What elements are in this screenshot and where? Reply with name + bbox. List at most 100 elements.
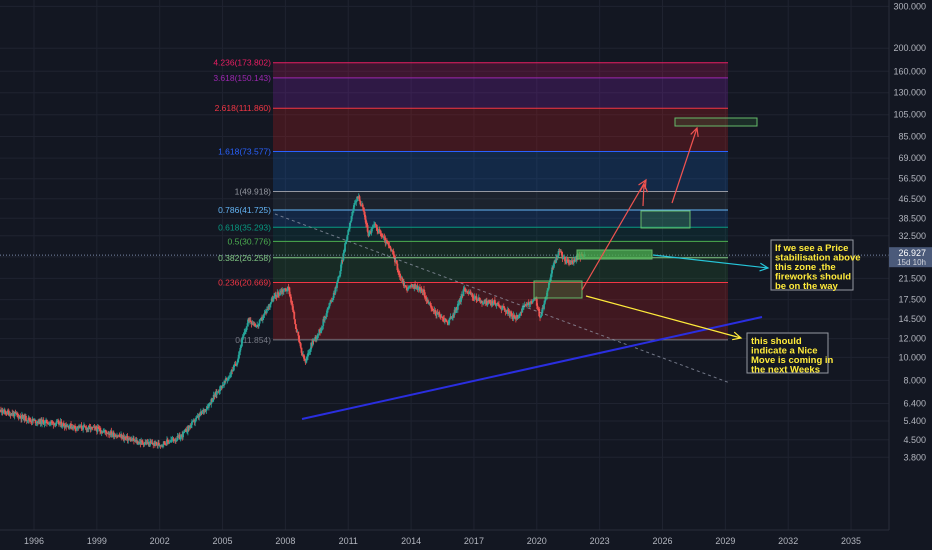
candle-body [149, 441, 151, 446]
candle-body [45, 419, 48, 424]
candle-body [390, 248, 392, 251]
candle-body [29, 420, 32, 422]
price-tick-label: 6.400 [903, 398, 926, 408]
candle-body [411, 284, 413, 288]
candle-body [349, 221, 352, 223]
fib-levels: 0(11.854) 0.236(20.669) 0.382(26.258) 0.5(3… [213, 58, 728, 345]
candle-body [519, 311, 522, 314]
candle-body [140, 440, 143, 444]
candle-body [402, 281, 405, 287]
candle-body [397, 270, 400, 273]
candle-body [557, 251, 560, 257]
annotation-line: be on the way [775, 281, 839, 292]
candle-body [239, 347, 242, 352]
candle-body [250, 322, 253, 324]
candle-body [448, 317, 451, 320]
candle-body [502, 306, 505, 308]
candle-body [378, 229, 381, 231]
candle-body [316, 334, 319, 338]
year-tick-label: 2029 [715, 536, 735, 546]
candle-body [300, 347, 303, 353]
candle-body [547, 282, 550, 289]
candle-body [510, 312, 513, 316]
annotation-line: this should [751, 336, 802, 347]
candle-body [492, 303, 495, 305]
candle-body [430, 305, 433, 309]
candle-body [434, 309, 437, 314]
candle-body [469, 291, 472, 295]
candle-body [195, 417, 197, 421]
candle-body [16, 413, 18, 415]
candle-body [207, 403, 210, 408]
candle-body [223, 381, 226, 386]
candle-body [306, 356, 309, 359]
candle-body [452, 314, 455, 316]
candle-body [359, 200, 362, 205]
fib-zone-0.236 [273, 257, 728, 283]
fib-zones [273, 62, 728, 340]
candle-body [101, 432, 104, 434]
candle-body [191, 420, 194, 422]
candle-body [230, 370, 233, 375]
price-tick-label: 10.000 [898, 352, 926, 362]
annotation-line: Move is coming in [751, 355, 834, 366]
candle-body [457, 302, 460, 304]
candle-body [68, 426, 71, 429]
candle-body [356, 196, 359, 201]
candle-body [408, 286, 411, 287]
candle-body [340, 264, 342, 272]
candle-body [541, 307, 544, 313]
candle-body [488, 300, 491, 303]
up-arrow-2 [639, 182, 649, 207]
candle-body [198, 414, 201, 418]
fib-label-0.618: 0.618(35.293) [218, 222, 271, 232]
year-tick-label: 1999 [87, 536, 107, 546]
candle-body [241, 336, 244, 341]
candle-body [143, 443, 146, 446]
candle-body [257, 323, 260, 327]
candle-body [375, 224, 378, 228]
price-tick-label: 5.400 [903, 416, 926, 426]
candle-body [216, 391, 218, 395]
candle-body [355, 200, 358, 203]
candle-body [442, 317, 445, 319]
candle-body [344, 243, 346, 252]
fib-label-0.5: 0.5(30.776) [228, 236, 272, 246]
price-tick-label: 46.500 [898, 194, 926, 204]
candle-body [548, 281, 551, 283]
candle-body [269, 302, 272, 305]
candle-body [187, 426, 189, 432]
candle-body [135, 439, 138, 443]
candle-body [389, 245, 392, 249]
candle-body [341, 260, 344, 261]
candle-body [151, 442, 154, 445]
price-tick-label: 105.000 [893, 110, 926, 120]
candle-body [328, 306, 330, 308]
candle-body [371, 227, 374, 229]
candle-body [305, 358, 308, 363]
candle-body [516, 314, 519, 319]
price-axis-labels: 300.000 200.000 160.000 130.000 105.000 85.00… [893, 1, 926, 462]
candle-body [414, 284, 417, 289]
candle-body [14, 411, 17, 414]
candle-body [261, 317, 264, 320]
candle-body [420, 288, 423, 291]
candle-body [547, 288, 549, 291]
candle-body [562, 256, 565, 260]
candle-body [513, 315, 516, 318]
fib-zone-0.5 [273, 227, 728, 242]
candle-body [99, 428, 101, 431]
candle-body [446, 321, 449, 323]
candle-body [368, 231, 371, 237]
candle-body [8, 412, 10, 416]
candle-body [75, 427, 78, 430]
candle-body [19, 415, 22, 418]
candle-body [332, 297, 334, 301]
candle-body [452, 314, 454, 317]
time-axis[interactable] [0, 530, 889, 550]
candle-body [126, 436, 129, 441]
candle-body [564, 256, 566, 262]
candle-body [308, 351, 311, 353]
